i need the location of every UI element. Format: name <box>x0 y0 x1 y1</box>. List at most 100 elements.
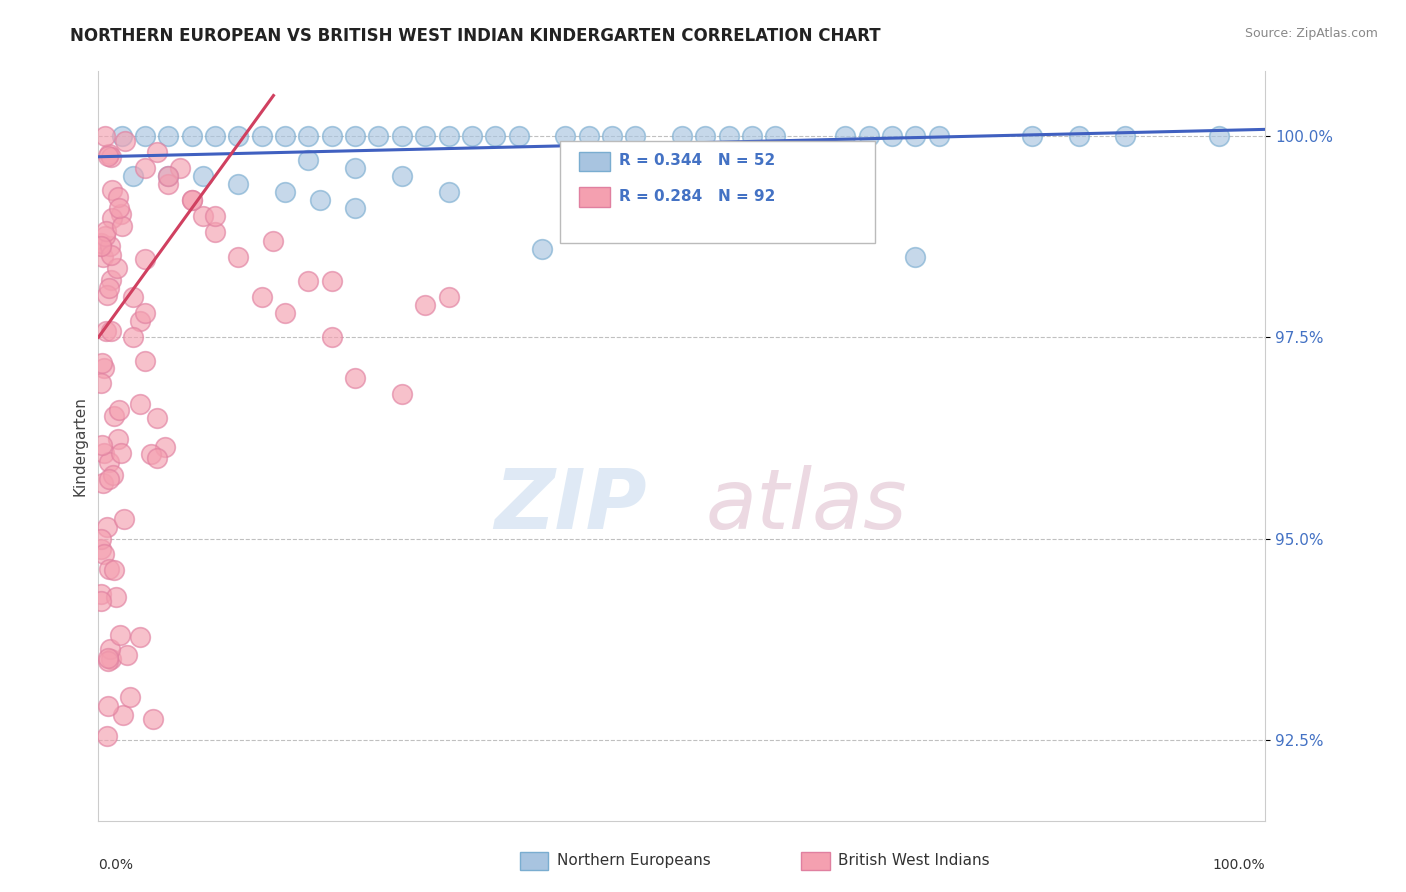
Point <box>139 447 162 461</box>
Point <box>96 288 118 302</box>
Point <box>90 376 112 391</box>
Point <box>129 631 152 645</box>
Point <box>763 128 786 143</box>
Point <box>97 455 120 469</box>
Point <box>391 169 413 183</box>
Point <box>134 252 156 267</box>
Point <box>741 128 763 143</box>
Point <box>297 128 319 143</box>
Point <box>114 135 136 149</box>
Point <box>108 202 131 216</box>
Point <box>90 238 112 252</box>
Point <box>391 128 413 143</box>
Point <box>97 698 120 713</box>
Point <box>100 651 122 665</box>
Point <box>98 281 121 295</box>
Point <box>107 432 129 446</box>
Point <box>180 128 202 143</box>
Point <box>367 128 389 143</box>
Point <box>100 273 122 287</box>
Point <box>100 324 122 338</box>
Point <box>129 314 152 328</box>
Point <box>904 128 927 143</box>
Point <box>107 402 129 417</box>
Point <box>274 306 297 320</box>
Point <box>90 594 112 608</box>
Point <box>600 128 623 143</box>
Point <box>90 239 112 253</box>
Point <box>437 185 460 199</box>
Point <box>1114 128 1136 143</box>
Point <box>103 467 125 482</box>
Point <box>671 128 693 143</box>
Point <box>180 194 202 208</box>
Point <box>110 446 132 460</box>
Point <box>111 128 134 143</box>
Text: 100.0%: 100.0% <box>1213 858 1265 872</box>
Point <box>262 234 284 248</box>
Point <box>94 224 117 238</box>
Text: Source: ZipAtlas.com: Source: ZipAtlas.com <box>1244 27 1378 40</box>
Point <box>100 151 122 165</box>
Point <box>98 641 121 656</box>
Point <box>97 654 120 668</box>
Point <box>98 561 121 575</box>
Point <box>344 202 367 216</box>
Text: ZIP: ZIP <box>495 466 647 547</box>
Point <box>554 128 576 143</box>
Point <box>250 290 273 304</box>
Point <box>297 153 319 167</box>
Point <box>98 472 121 486</box>
Point <box>928 128 950 143</box>
Point <box>297 274 319 288</box>
Point <box>101 183 124 197</box>
Point <box>461 128 484 143</box>
Point <box>204 128 226 143</box>
Point <box>624 128 647 143</box>
Point <box>142 712 165 726</box>
Point <box>437 290 460 304</box>
Point <box>437 128 460 143</box>
Point <box>111 707 134 722</box>
Point <box>107 190 129 204</box>
Point <box>146 145 169 159</box>
Point <box>321 330 343 344</box>
Point <box>122 290 145 304</box>
Point <box>155 440 177 454</box>
Point <box>344 370 367 384</box>
Point <box>98 239 121 253</box>
Y-axis label: Kindergarten: Kindergarten <box>72 396 87 496</box>
Point <box>90 587 112 601</box>
Point <box>94 128 117 143</box>
Point <box>391 386 413 401</box>
Point <box>90 236 112 251</box>
Point <box>274 128 297 143</box>
Point <box>204 210 226 224</box>
Text: British West Indians: British West Indians <box>838 854 990 868</box>
Point <box>858 128 880 143</box>
Point <box>717 128 740 143</box>
Point <box>228 128 250 143</box>
Point <box>91 438 114 452</box>
Point <box>90 356 112 370</box>
Point <box>484 128 506 143</box>
Point <box>91 250 114 264</box>
Point <box>344 161 367 175</box>
Point <box>93 360 115 375</box>
Point <box>112 511 135 525</box>
Point <box>695 128 717 143</box>
Text: Northern Europeans: Northern Europeans <box>557 854 710 868</box>
Point <box>146 410 169 425</box>
Point <box>97 651 120 665</box>
Point <box>204 226 226 240</box>
Point <box>834 128 856 143</box>
Point <box>157 177 180 191</box>
Point <box>228 250 250 264</box>
Point <box>90 532 112 546</box>
Point <box>97 146 120 161</box>
Point <box>122 169 145 183</box>
Point <box>134 354 156 368</box>
Point <box>97 149 120 163</box>
Text: atlas: atlas <box>706 466 907 547</box>
Point <box>108 628 131 642</box>
